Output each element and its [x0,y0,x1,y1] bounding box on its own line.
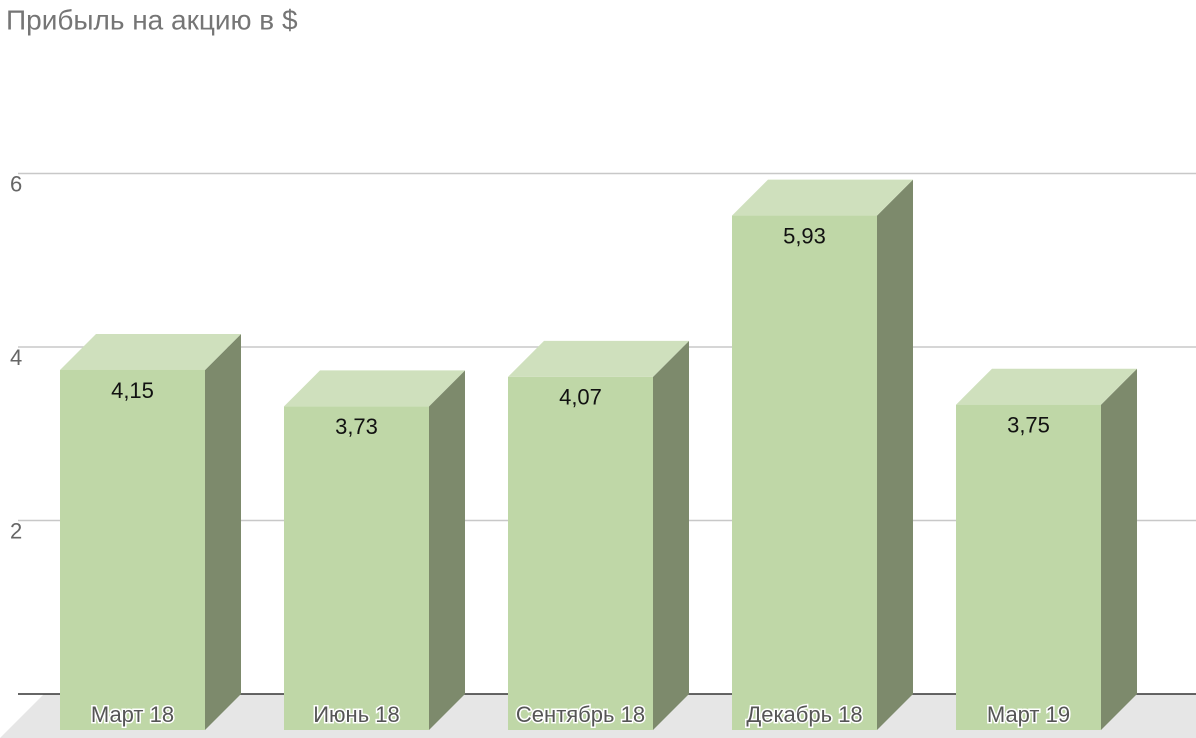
value-label: 4,15 [111,378,154,403]
value-label: 3,75 [1007,413,1050,438]
bar [956,404,1101,730]
bar [60,369,205,730]
bar-top [284,370,465,407]
value-label: 5,93 [783,223,826,248]
bar [508,376,653,730]
x-tick-label: Декабрь 18 [746,702,862,727]
x-tick-label: Март 19 [987,702,1070,727]
bar-side [205,333,241,730]
value-label: 4,07 [559,385,602,410]
chart-title: Прибыль на акцию в $ [6,4,298,35]
bar-top [732,179,913,216]
bar-top [60,333,241,370]
x-tick-label: Сентябрь 18 [516,702,645,727]
y-tick-label: 2 [10,518,22,543]
bar [732,215,877,730]
bar [284,406,429,730]
value-label: 3,73 [335,414,378,439]
bar-side [877,179,913,730]
bar-side [1101,368,1137,730]
y-tick-label: 6 [10,171,22,196]
x-tick-label: Июнь 18 [313,702,400,727]
bar-side [653,340,689,730]
bar-top [508,340,689,377]
x-tick-label: Март 18 [91,702,174,727]
bar-top [956,368,1137,405]
bar-side [429,370,465,730]
y-tick-label: 4 [10,345,22,370]
